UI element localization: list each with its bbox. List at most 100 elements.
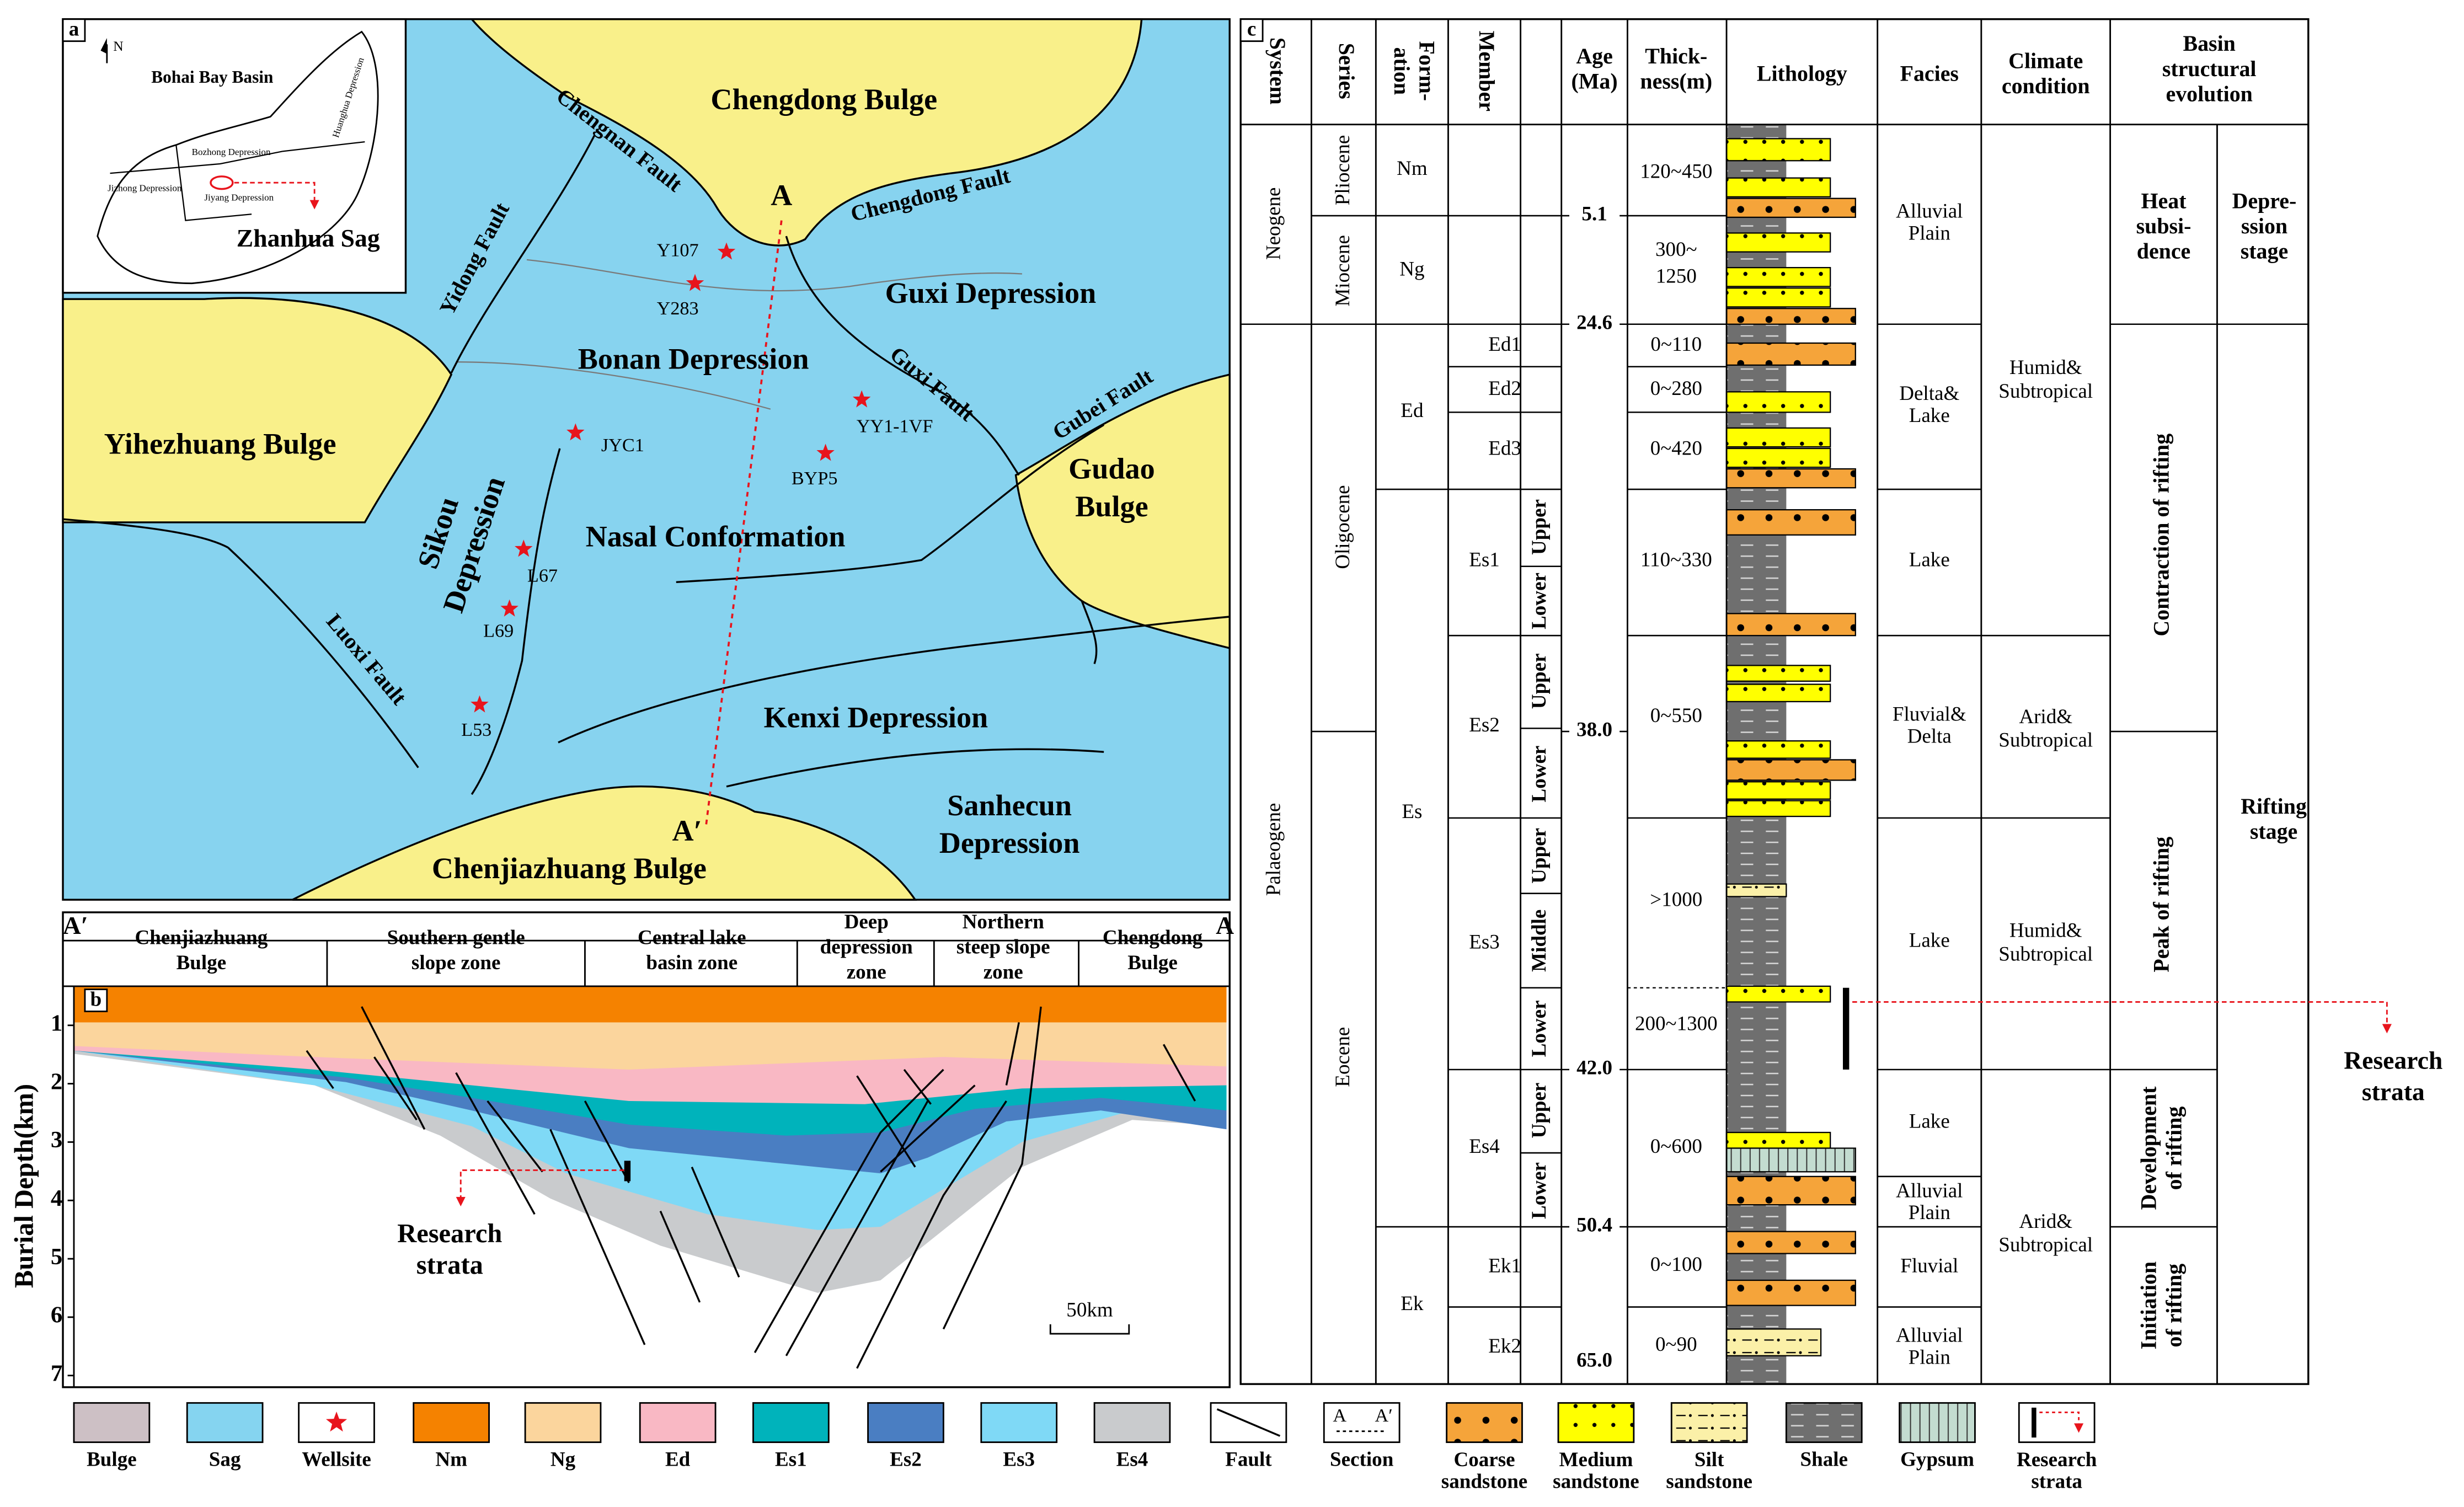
- inset-label: Jiyang Depression: [204, 193, 274, 203]
- evolution: subsi-: [2136, 213, 2192, 238]
- column-header: Climate: [2008, 49, 2083, 73]
- inset-box: [62, 18, 407, 294]
- table-frame: [1239, 18, 2310, 1385]
- legend-symbol: [1785, 1402, 1863, 1444]
- facies: Fluvial& Delta: [1893, 703, 1966, 747]
- legend-label: Medium sandstone: [1553, 1448, 1639, 1493]
- bulge: [469, 18, 1143, 247]
- medium-bed: [1725, 177, 1831, 198]
- inset-label: Jizhong Depression: [108, 183, 182, 194]
- structural-unit: Chenjiazhuang Bulge: [432, 852, 707, 885]
- submember: Upper: [1528, 653, 1551, 709]
- zone-label: steep slope: [956, 936, 1050, 958]
- legend-fault: [1216, 1408, 1281, 1437]
- zone-label: Chengdong Bulge: [1103, 926, 1203, 974]
- column-header: Member: [1474, 31, 1499, 111]
- thickness: 0~420: [1650, 437, 1702, 459]
- facies: Alluvial: [1896, 1324, 1963, 1346]
- legend-label: Research strata: [2017, 1448, 2097, 1493]
- fault: [373, 1056, 418, 1121]
- zone-label: Chenjiazhuang Bulge: [135, 926, 268, 974]
- fault: [856, 1100, 1007, 1369]
- legend-label: strata: [2031, 1470, 2082, 1493]
- silt-bed: [1725, 883, 1787, 897]
- zone-label: Northern steep slope zone: [956, 910, 1050, 983]
- climate: Arid&: [2019, 1210, 2072, 1232]
- zone-label: zone: [984, 961, 1023, 984]
- climate: Subtropical: [1998, 943, 2093, 965]
- arrowhead: [2074, 1423, 2084, 1433]
- legend-label: Research: [2017, 1448, 2097, 1471]
- stage: stage: [2241, 239, 2288, 264]
- legend-symbol: [1557, 1402, 1635, 1444]
- climate: Humid&: [2009, 356, 2082, 379]
- climate: Subtropical: [1998, 1233, 2093, 1256]
- zone-label: Deep depression zone: [820, 910, 913, 983]
- fault: [306, 1050, 334, 1089]
- climate: Subtropical: [1998, 729, 2093, 751]
- structural-unit: Gudao Bulge: [1068, 452, 1155, 523]
- age: 24.6: [1576, 311, 1612, 334]
- tick-label: 7: [51, 1360, 62, 1386]
- formation: Ed: [1401, 399, 1424, 422]
- column-header: ness(m): [1640, 69, 1712, 94]
- legend-label: Medium: [1559, 1448, 1633, 1471]
- thickness: 0~280: [1650, 377, 1702, 400]
- legend-label: sandstone: [1553, 1470, 1639, 1493]
- fault: [726, 748, 1104, 788]
- legend-section-symbol: A: [1333, 1406, 1346, 1426]
- thickness: 110~330: [1640, 549, 1712, 571]
- climate: Arid& Subtropical: [1998, 1210, 2093, 1256]
- column-header: Climate condition: [2002, 49, 2090, 99]
- facies: Lake: [1909, 929, 1950, 952]
- legend-symbol: [1093, 1402, 1171, 1444]
- submember: Upper: [1528, 1083, 1551, 1139]
- structural-unit: Sanhecun Depression: [939, 789, 1080, 859]
- arrowhead: [2382, 1024, 2392, 1034]
- fault: [1163, 1044, 1196, 1102]
- fault: [471, 448, 561, 795]
- tick-label: 4: [51, 1185, 62, 1211]
- research-arrow: [1852, 1001, 2388, 1026]
- thickness: 0~100: [1650, 1253, 1702, 1276]
- evolution: of rifting: [2161, 1264, 2186, 1348]
- member: Es2: [1469, 714, 1500, 736]
- facies: Plain: [1909, 1201, 1950, 1224]
- section-end: A: [1216, 911, 1234, 939]
- legend-label: Coarse: [1453, 1448, 1515, 1471]
- fault: [1081, 600, 1098, 665]
- legend-label: Section: [1330, 1448, 1394, 1471]
- facies: Plain: [1909, 222, 1950, 244]
- fault: [676, 424, 1105, 583]
- fault: [1005, 1022, 1020, 1086]
- zone-label: Central lake: [638, 926, 746, 949]
- axis-title: Burial Depth(km): [10, 1084, 39, 1288]
- structural-unit: Depression: [939, 827, 1080, 860]
- stage: Rifting stage: [2241, 794, 2307, 844]
- wellsite: [500, 599, 519, 617]
- stage: ssion: [2241, 213, 2287, 238]
- stage: stage: [2250, 819, 2297, 844]
- annotation: Research strata: [397, 1219, 502, 1280]
- column-header: ation: [1389, 47, 1414, 95]
- contour: [456, 361, 771, 410]
- legend-label: Silt: [1695, 1448, 1724, 1471]
- series: Eocene: [1332, 1027, 1354, 1087]
- wellsite: [686, 274, 704, 291]
- evolution: Initiation: [2136, 1262, 2161, 1350]
- column-header: Age (Ma): [1571, 44, 1617, 94]
- coarse-bed: [1725, 308, 1856, 325]
- inset-sag: Zhanhua Sag: [237, 224, 380, 252]
- fault: [558, 616, 1230, 744]
- facies: Fluvial: [1900, 1255, 1958, 1278]
- zone-label: slope zone: [411, 951, 501, 974]
- zone-label: Southern gentle: [387, 926, 525, 949]
- thickness: 120~450: [1640, 161, 1712, 183]
- member: Es4: [1469, 1135, 1500, 1158]
- facies: Lake: [1909, 404, 1950, 426]
- zone-label: Bulge: [177, 951, 227, 974]
- facies: Lake: [1909, 1110, 1950, 1132]
- legend-research-arrow: [2039, 1412, 2080, 1425]
- coarse-bed: [1725, 759, 1856, 781]
- structural-unit: Nasal Conformation: [586, 520, 846, 553]
